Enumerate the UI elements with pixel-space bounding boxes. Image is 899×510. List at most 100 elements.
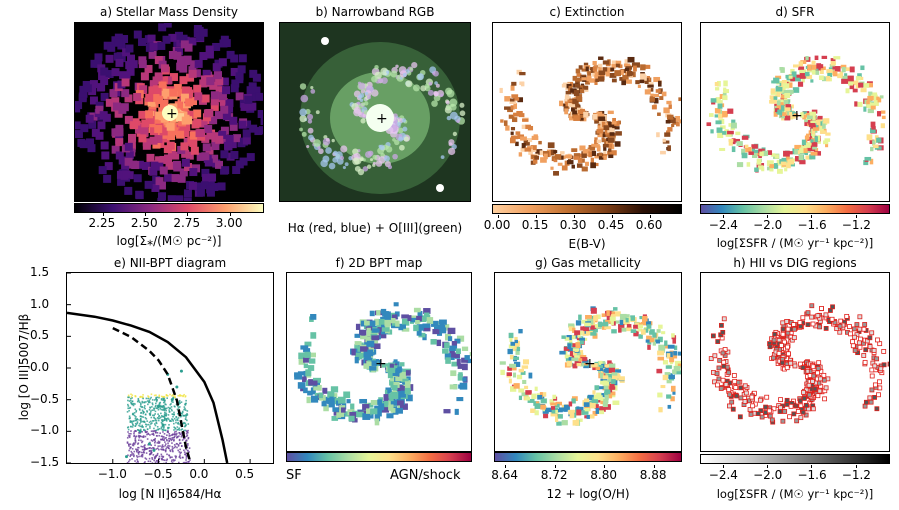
bpt-spaxel [165, 419, 167, 421]
stellar-mass-bin [199, 79, 208, 88]
metallicity-pixel [559, 350, 566, 355]
extinction-pixel [538, 140, 542, 145]
sfr-pixel [749, 147, 756, 152]
stellar-mass-bin [206, 131, 215, 140]
hii-knot [318, 148, 324, 155]
hii-knot [380, 67, 389, 76]
metallicity-pixel [598, 321, 603, 328]
stellar-mass-bin [215, 135, 224, 144]
bpt-spaxel [128, 449, 130, 452]
sfr-pixel [860, 65, 865, 71]
hii-knot [412, 84, 421, 92]
bpt-spaxel [153, 427, 155, 430]
metallicity-pixel [507, 366, 512, 371]
extinction-pixel [521, 143, 526, 149]
metallicity-pixel [516, 374, 523, 380]
bpt-spaxel [142, 412, 145, 415]
bpt-spaxel [173, 439, 175, 442]
bpt-spaxel [158, 441, 161, 443]
stellar-mass-bin [252, 86, 261, 95]
hii-dig-pixel [732, 378, 738, 384]
bpt-spaxel [153, 394, 156, 397]
stellar-mass-bin [159, 76, 168, 85]
stellar-mass-bin [179, 76, 188, 85]
bpt-spaxel [150, 439, 153, 442]
extinction-pixel [510, 135, 518, 140]
metallicity-pixel [571, 357, 579, 362]
bpt-spaxel [165, 414, 167, 417]
metallicity-pixel [611, 376, 618, 381]
bpt-spaxel [171, 418, 173, 420]
hii-dig-pixel [712, 353, 718, 359]
stellar-mass-bin [75, 121, 81, 130]
stellar-mass-bin [260, 117, 263, 126]
bpt-spaxel [163, 401, 166, 403]
stellar-mass-bin [100, 92, 109, 101]
sfr-pixel [870, 104, 876, 110]
bpt-spaxel [143, 406, 146, 409]
hii-dig-pixel [848, 331, 853, 337]
stellar-mass-bin [220, 150, 229, 159]
sfr-pixel [741, 148, 746, 155]
hii-dig-pixel [811, 373, 817, 379]
bpt-2d-pixel [457, 363, 463, 369]
extinction-pixel [553, 171, 559, 176]
bpt-2d-pixel [396, 394, 402, 401]
metallicity-pixel [605, 319, 612, 324]
stellar-mass-bin [85, 114, 94, 123]
bpt-spaxel [138, 400, 140, 402]
sfr-pixel [741, 135, 749, 140]
stellar-mass-bin [185, 89, 194, 98]
stellar-mass-bin [193, 118, 202, 127]
metallicity-pixel [598, 364, 603, 369]
stellar-mass-bin [138, 110, 147, 119]
bpt-spaxel [155, 404, 157, 407]
extinction-pixel [584, 76, 592, 81]
bpt-2d-pixel [363, 322, 370, 330]
bpt-2d-pixel [456, 359, 461, 366]
hii-dig-pixel [710, 333, 716, 339]
extinction-pixel [564, 108, 568, 115]
metallicity-pixel [669, 357, 675, 363]
hii-dig-pixel [809, 303, 815, 309]
bpt-spaxel [174, 455, 177, 457]
metallicity-pixel [509, 363, 517, 368]
bpt-2d-pixel [354, 356, 359, 364]
bpt-spaxel [185, 430, 188, 432]
hii-dig-pixel [887, 361, 889, 367]
hii-dig-pixel [718, 386, 724, 391]
hii-dig-pixel [771, 355, 776, 361]
bpt-spaxel [138, 450, 141, 453]
bpt-spaxel [158, 396, 160, 399]
bpt-spaxel [187, 437, 190, 440]
stellar-mass-bin [176, 130, 185, 139]
stellar-mass-bin [153, 115, 162, 124]
bpt-2d-pixel [312, 377, 321, 383]
bpt-spaxel [135, 455, 138, 457]
bpt-spaxel [154, 413, 156, 415]
sfr-pixel [777, 109, 783, 115]
bpt-spaxel [141, 409, 144, 412]
stellar-mass-bin [168, 50, 177, 59]
stellar-mass-bin [235, 92, 244, 101]
stellar-mass-bin [149, 136, 158, 145]
hii-knot [352, 157, 360, 165]
bpt-spaxel [164, 417, 166, 419]
extinction-pixel [615, 131, 622, 136]
bpt-2d-pixel [374, 414, 381, 422]
bpt-spaxel [135, 409, 138, 412]
bpt-2d-pixel [456, 397, 464, 402]
bpt-spaxel [182, 437, 185, 440]
hii-knot [354, 165, 361, 172]
bpt-spaxel [165, 449, 167, 452]
bpt-spaxel [143, 445, 145, 447]
stellar-mass-bin [163, 23, 172, 28]
bpt-2d-pixel [393, 404, 398, 411]
stellar-mass-bin [124, 94, 133, 103]
bpt-2d-pixel [304, 341, 312, 347]
panel-c-cbar-tick: 0.15 [521, 218, 549, 232]
extinction-pixel [572, 100, 579, 104]
hii-dig-pixel [792, 363, 798, 369]
extinction-pixel [561, 165, 568, 171]
metallicity-pixel [671, 355, 678, 359]
